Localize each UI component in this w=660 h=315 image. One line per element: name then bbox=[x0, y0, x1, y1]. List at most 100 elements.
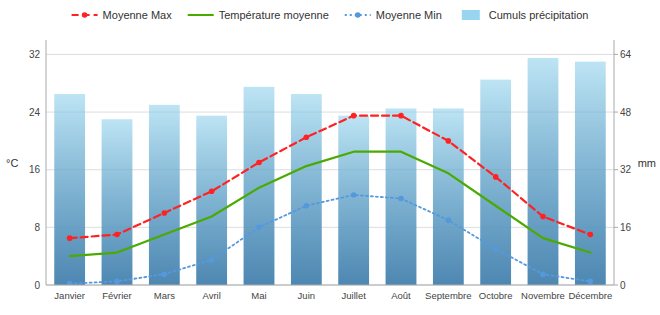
point bbox=[162, 271, 168, 277]
point bbox=[493, 174, 499, 180]
y-tick-label: 0 bbox=[34, 280, 40, 291]
legend-label: Moyenne Min bbox=[376, 9, 442, 21]
point bbox=[398, 196, 404, 202]
point bbox=[304, 203, 310, 209]
bar bbox=[102, 119, 133, 285]
legend-marker bbox=[82, 12, 88, 18]
bar-shade bbox=[149, 105, 180, 285]
line-series bbox=[67, 113, 593, 241]
legend-label: Moyenne Max bbox=[103, 9, 173, 21]
x-tick-label: Août bbox=[391, 290, 411, 301]
grid bbox=[46, 54, 614, 285]
point bbox=[304, 134, 310, 140]
y-tick-label: 24 bbox=[29, 107, 41, 118]
bar-fill bbox=[244, 87, 275, 285]
x-tick-label: Septembre bbox=[425, 290, 471, 301]
x-axis-line bbox=[46, 285, 614, 286]
y2-tick bbox=[614, 227, 618, 228]
y2-tick bbox=[614, 285, 618, 286]
line bbox=[70, 152, 591, 256]
point bbox=[588, 232, 594, 238]
x-tick-label: Décembre bbox=[568, 290, 612, 301]
point bbox=[209, 189, 215, 195]
y-tick-label: 32 bbox=[29, 49, 41, 60]
legend: Moyenne Max Température moyenne Moyenne Mi… bbox=[72, 9, 589, 21]
x-tick-label: Avril bbox=[203, 290, 221, 301]
y-tick-label: 16 bbox=[29, 164, 41, 175]
bar-fill bbox=[528, 58, 559, 285]
y2-axis-line bbox=[614, 40, 615, 285]
point bbox=[162, 210, 168, 216]
y-axis-line bbox=[46, 40, 47, 285]
y2-tick-label: 0 bbox=[620, 280, 626, 291]
point bbox=[588, 279, 594, 285]
line bbox=[70, 195, 591, 284]
point bbox=[540, 214, 546, 220]
bar bbox=[244, 87, 275, 285]
legend-swatch bbox=[188, 14, 214, 16]
point bbox=[209, 257, 215, 263]
bar-shade bbox=[102, 119, 133, 285]
point bbox=[114, 232, 120, 238]
bar-shade bbox=[386, 108, 417, 285]
point bbox=[256, 160, 262, 166]
point bbox=[67, 235, 73, 241]
bar bbox=[196, 116, 227, 285]
bar-shade bbox=[528, 58, 559, 285]
background bbox=[0, 0, 660, 315]
x-tick-label: Mai bbox=[251, 290, 266, 301]
bar-fill bbox=[386, 108, 417, 285]
y2-tick-label: 48 bbox=[620, 107, 632, 118]
bar bbox=[149, 105, 180, 285]
point bbox=[540, 271, 546, 277]
x-tick-label: Janvier bbox=[54, 290, 85, 301]
legend-item: Cumuls précipitation bbox=[462, 9, 589, 21]
y2-tick-label: 64 bbox=[620, 49, 632, 60]
bar-fill bbox=[102, 119, 133, 285]
bar bbox=[291, 94, 322, 285]
point bbox=[256, 225, 262, 231]
point bbox=[114, 279, 120, 285]
point bbox=[493, 246, 499, 252]
bar bbox=[386, 108, 417, 285]
point bbox=[351, 192, 357, 198]
point bbox=[67, 281, 73, 285]
bar-shade bbox=[291, 94, 322, 285]
grid-line bbox=[46, 54, 614, 55]
x-tick-label: Juin bbox=[298, 290, 315, 301]
y2-tick bbox=[614, 54, 618, 55]
bar-fill bbox=[338, 116, 369, 285]
legend-label: Cumuls précipitation bbox=[489, 9, 589, 21]
bar-shade bbox=[244, 87, 275, 285]
chart: 08162432016324864JanvierFévrierMarsAvril… bbox=[0, 0, 660, 315]
bar bbox=[338, 116, 369, 285]
x-tick-label: Juillet bbox=[342, 290, 367, 301]
y2-axis-label: mm bbox=[638, 157, 656, 169]
legend-item: Moyenne Max bbox=[72, 9, 173, 21]
legend-swatch bbox=[462, 10, 480, 20]
bar-shade bbox=[338, 116, 369, 285]
point bbox=[446, 138, 452, 144]
line-series bbox=[67, 192, 593, 285]
legend-item: Moyenne Min bbox=[345, 9, 442, 21]
y2-tick bbox=[614, 169, 618, 170]
bar bbox=[528, 58, 559, 285]
y2-tick-label: 16 bbox=[620, 222, 632, 233]
plot-area bbox=[54, 58, 605, 285]
x-tick-label: Mars bbox=[154, 290, 175, 301]
point bbox=[446, 217, 452, 223]
legend-item: Température moyenne bbox=[188, 9, 329, 21]
line-series bbox=[70, 152, 591, 256]
bar-shade bbox=[196, 116, 227, 285]
legend-marker bbox=[355, 12, 361, 18]
bar-fill bbox=[291, 94, 322, 285]
y-tick-label: 8 bbox=[34, 222, 40, 233]
point bbox=[351, 113, 357, 119]
point bbox=[398, 113, 404, 119]
y2-tick-label: 32 bbox=[620, 164, 632, 175]
bar-fill bbox=[149, 105, 180, 285]
bar-series bbox=[54, 58, 605, 285]
axes: 08162432016324864JanvierFévrierMarsAvril… bbox=[6, 40, 656, 301]
grid-line bbox=[46, 285, 614, 286]
y2-tick bbox=[614, 112, 618, 113]
